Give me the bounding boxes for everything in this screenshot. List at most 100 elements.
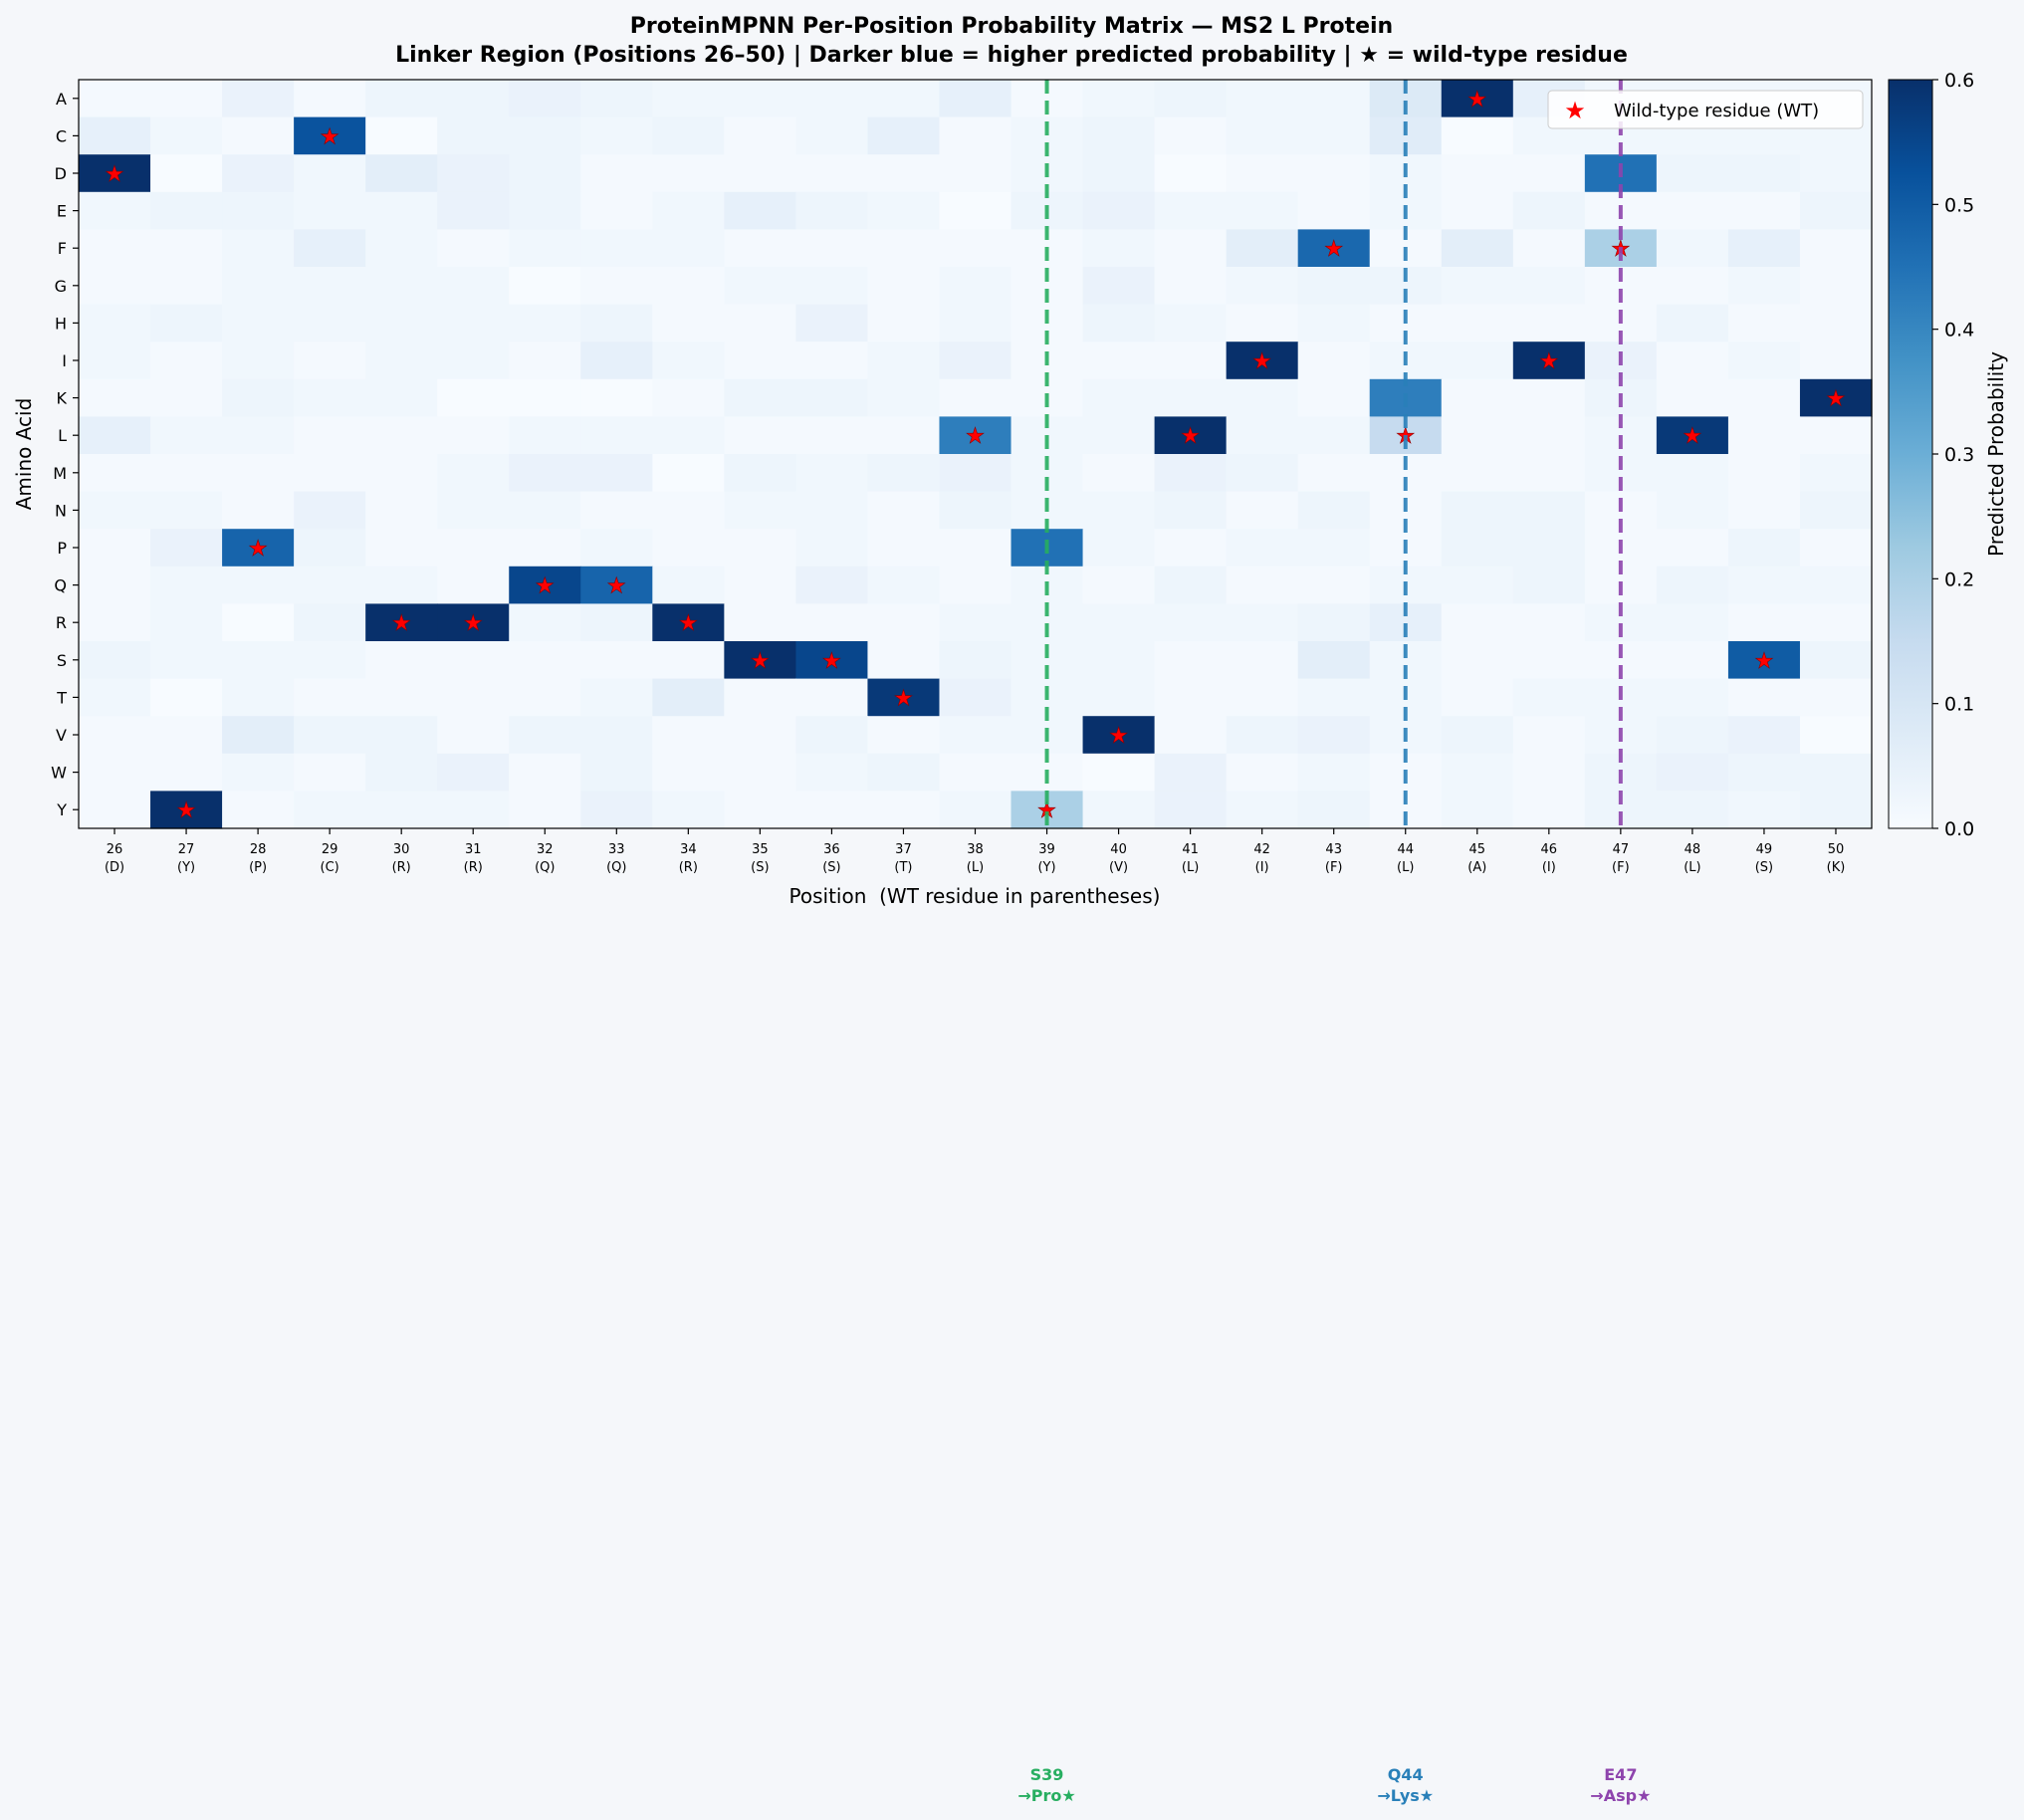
heatmap-cell	[1226, 753, 1299, 792]
x-tick-position: 41	[1182, 842, 1199, 857]
heatmap-cell	[1297, 753, 1371, 792]
heatmap-cell	[1727, 416, 1801, 455]
x-tick-position: 30	[393, 842, 410, 857]
heatmap-cell	[1441, 791, 1514, 829]
y-tick-label: R	[56, 613, 67, 632]
heatmap-cell	[1082, 378, 1156, 417]
heatmap-cell	[652, 229, 725, 268]
heatmap-cell	[1656, 154, 1729, 193]
heatmap-cell	[150, 116, 223, 155]
heatmap-cell	[1226, 416, 1299, 455]
heatmap-cell	[1226, 341, 1299, 380]
heatmap-cell	[222, 678, 295, 717]
heatmap-cell	[437, 603, 510, 642]
highlight-label-mutation: →Lys★	[1377, 1786, 1434, 1805]
x-tick-wt-residue: (V)	[1109, 860, 1128, 875]
heatmap-cell	[580, 603, 653, 642]
heatmap-cell	[1512, 566, 1586, 604]
heatmap-cell	[1154, 454, 1228, 493]
heatmap-cell	[1297, 678, 1371, 717]
heatmap-cell	[1082, 716, 1156, 755]
heatmap-cell	[222, 603, 295, 642]
heatmap-cell	[724, 341, 796, 380]
heatmap-cell	[1512, 529, 1586, 568]
heatmap-cell	[79, 154, 151, 193]
legend: ★ Wild-type residue (WT)	[1547, 90, 1864, 129]
heatmap-cell	[724, 378, 796, 417]
heatmap-cell	[1656, 454, 1729, 493]
x-tick-wt-residue: (F)	[1612, 860, 1630, 875]
heatmap-cell	[867, 791, 941, 829]
x-tick-position: 27	[178, 842, 195, 857]
heatmap-cell	[867, 378, 941, 417]
heatmap-cell	[365, 529, 438, 568]
heatmap-cell	[365, 341, 438, 380]
heatmap-cell	[867, 716, 941, 755]
heatmap-cell	[1082, 791, 1156, 829]
x-tick-wt-residue: (L)	[967, 860, 984, 875]
heatmap-cell	[509, 229, 581, 268]
heatmap-cell	[79, 341, 151, 380]
heatmap-cell	[652, 716, 725, 755]
heatmap-cell	[509, 304, 581, 342]
x-tick-wt-residue: (S)	[751, 860, 769, 875]
heatmap-cell	[939, 491, 1012, 530]
heatmap-cell	[222, 753, 295, 792]
heatmap-cell	[1154, 304, 1228, 342]
heatmap-cell	[150, 603, 223, 642]
heatmap-cell	[1226, 678, 1299, 717]
heatmap-cell	[1441, 191, 1514, 230]
x-tick-wt-residue: (A)	[1467, 860, 1486, 875]
x-tick-position: 31	[465, 842, 482, 857]
heatmap-cell	[867, 603, 941, 642]
heatmap-cell	[1799, 678, 1873, 717]
heatmap-cell	[150, 341, 223, 380]
x-tick-wt-residue: (L)	[1684, 860, 1700, 875]
colorbar-tick-label: 0.5	[1944, 194, 1974, 216]
heatmap-cell	[1154, 603, 1228, 642]
heatmap-cell	[509, 341, 581, 380]
heatmap-cell	[1226, 791, 1299, 829]
heatmap-cell	[150, 267, 223, 306]
heatmap-cell	[294, 716, 366, 755]
heatmap-cell	[652, 529, 725, 568]
wt-star-marker: ★	[1324, 237, 1344, 262]
heatmap-cell	[222, 267, 295, 306]
heatmap-cell	[365, 716, 438, 755]
heatmap-cell	[294, 491, 366, 530]
heatmap-cell	[652, 267, 725, 306]
heatmap-cell	[1656, 416, 1729, 455]
heatmap-cell	[1154, 716, 1228, 755]
heatmap-cell	[1154, 491, 1228, 530]
wt-star-marker: ★	[1181, 424, 1201, 449]
heatmap-cell	[79, 566, 151, 604]
heatmap-cell	[509, 154, 581, 193]
heatmap-cell	[79, 491, 151, 530]
heatmap-cell	[939, 341, 1012, 380]
heatmap-cell	[580, 678, 653, 717]
heatmap-cell	[1512, 378, 1586, 417]
heatmap-cell	[222, 641, 295, 680]
heatmap-cell	[222, 716, 295, 755]
heatmap-cell	[437, 341, 510, 380]
heatmap-cell	[437, 416, 510, 455]
heatmap-cell	[365, 566, 438, 604]
heatmap-cell	[437, 304, 510, 342]
heatmap-cell	[1441, 566, 1514, 604]
y-tick-label: Y	[56, 800, 67, 819]
heatmap-cell	[1799, 491, 1873, 530]
heatmap-cell	[867, 678, 941, 717]
heatmap-cell	[580, 716, 653, 755]
heatmap-cell	[294, 378, 366, 417]
heatmap-cell	[1441, 491, 1514, 530]
heatmap-cell	[724, 491, 796, 530]
heatmap-cell	[1154, 378, 1228, 417]
heatmap-cell	[939, 454, 1012, 493]
heatmap-cell	[1727, 566, 1801, 604]
heatmap-cell	[1082, 116, 1156, 155]
y-tick-label: Q	[54, 576, 67, 595]
colorbar-ticks: 0.0 0.1 0.2 0.3 0.4 0.5 0.6	[1932, 70, 1974, 840]
heatmap-cell	[1512, 678, 1586, 717]
heatmap-cell	[1441, 154, 1514, 193]
heatmap-cell	[1799, 603, 1873, 642]
